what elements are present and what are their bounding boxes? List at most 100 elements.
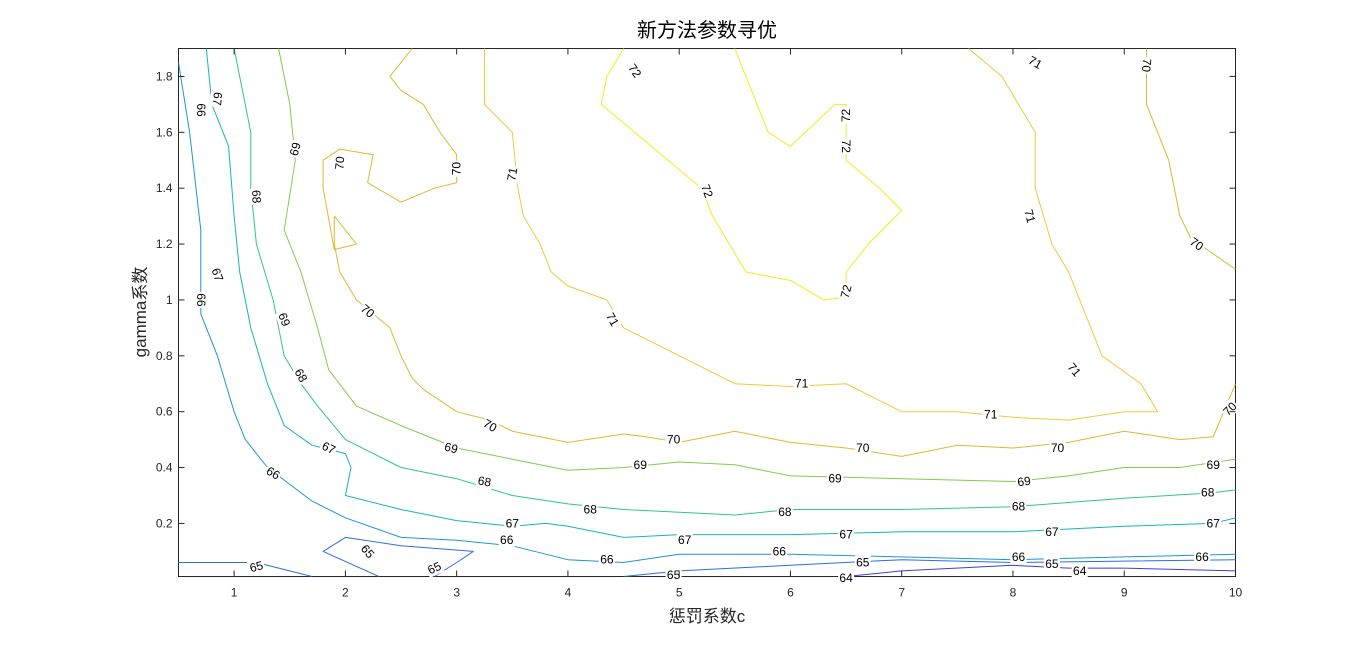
contour-label-group-36: 69 <box>1015 473 1033 490</box>
contour-label-group-16: 67 <box>208 264 227 285</box>
contour-label-bg <box>1205 516 1222 531</box>
contour-label-group-25: 70 <box>1219 398 1241 420</box>
contour-label-group-48: 65 <box>357 540 379 563</box>
contour-label-group-45: 67 <box>838 527 855 542</box>
contour-label-bg <box>274 309 294 330</box>
contour-label-group-41: 68 <box>1199 485 1216 500</box>
contour-label-bg <box>318 438 339 458</box>
contour-label-group-22: 71 <box>1063 359 1085 381</box>
contour-label-group-28: 70 <box>854 441 871 455</box>
contour-label-group-29: 70 <box>1049 441 1066 455</box>
x-tick-label: 10 <box>1229 586 1243 600</box>
x-tick-label: 1 <box>231 586 238 600</box>
contour-label-group-31: 69 <box>441 439 461 457</box>
contour-label: 71 <box>504 166 520 182</box>
contour-label-bg <box>838 570 855 585</box>
contour-label-group-14: 71 <box>1020 206 1039 226</box>
contour-label: 64 <box>1073 564 1087 578</box>
contour-label-bg <box>1063 359 1085 381</box>
contour-label-bg <box>854 441 871 455</box>
contour-label: 72 <box>698 182 716 200</box>
contour-label: 69 <box>287 141 304 158</box>
contour-label-group-7: 72 <box>624 60 646 82</box>
contour-label-bg <box>1010 549 1027 564</box>
contour-label: 66 <box>500 533 514 547</box>
x-tick-label: 6 <box>787 586 794 600</box>
contour-label-bg <box>771 544 788 559</box>
contour-label-bg <box>357 540 379 563</box>
contour-label-bg <box>1043 556 1060 571</box>
contour-label: 66 <box>773 544 787 558</box>
y-tick-label: 1.8 <box>156 69 173 83</box>
contour-label: 65 <box>856 556 870 570</box>
contour-label-bg <box>1020 206 1039 226</box>
contour-label: 69 <box>634 458 648 472</box>
contour-label-group-9: 72 <box>839 107 854 124</box>
x-tick-label: 2 <box>342 586 349 600</box>
contour-label-bg <box>624 60 646 82</box>
contour-label-group-21: 68 <box>290 364 311 386</box>
contour-label: 71 <box>984 408 998 422</box>
contour-label-bg <box>1049 441 1066 455</box>
contour-label-bg <box>632 457 649 472</box>
contour-label-bg <box>424 558 445 578</box>
x-tick-label: 3 <box>453 586 460 600</box>
contour-label-group-56: 65 <box>424 558 445 578</box>
contour-label-group-15: 70 <box>1186 233 1208 255</box>
contour-label-group-40: 68 <box>1010 499 1027 514</box>
contour-label-bg <box>262 463 284 484</box>
contour-label: 66 <box>1012 550 1026 564</box>
contour-label: 70 <box>450 162 464 176</box>
contour-label: 67 <box>1207 516 1221 530</box>
contour-label: 68 <box>778 505 792 519</box>
contour-label-group-46: 67 <box>1043 524 1060 539</box>
contour-label-bg <box>193 102 208 118</box>
contour-label-group-59: 64 <box>1071 563 1088 578</box>
contour-label: 70 <box>1139 58 1154 73</box>
y-tick-label: 0.4 <box>156 461 173 475</box>
contour-label-group-5: 70 <box>449 160 464 177</box>
contour-label-bg <box>1194 549 1211 564</box>
contour-label-group-8: 72 <box>697 181 717 201</box>
contour-label-group-4: 70 <box>332 154 348 172</box>
contour-label-group-20: 71 <box>602 309 623 330</box>
contour-label: 71 <box>1021 208 1038 225</box>
contour-label-group-51: 66 <box>1010 549 1027 564</box>
x-tick-label: 7 <box>898 586 905 600</box>
contour-label-bg <box>676 533 693 548</box>
y-tick-label: 0.2 <box>156 516 173 530</box>
contour-label-group-57: 65 <box>665 568 682 583</box>
contour-label: 72 <box>839 140 853 154</box>
contour-label-group-50: 66 <box>771 544 788 559</box>
contour-label: 72 <box>838 283 855 300</box>
contour-label-bg <box>449 160 464 177</box>
contour-label: 68 <box>1012 500 1026 514</box>
contour-label-bg <box>837 281 855 302</box>
contour-label-group-54: 65 <box>1043 556 1060 571</box>
contour-label: 66 <box>1195 550 1209 564</box>
x-axis-label: 惩罚系数c <box>669 607 746 626</box>
contour-label: 69 <box>275 311 293 329</box>
contour-label-group-6: 71 <box>504 165 521 184</box>
contour-labels: 66 67 68 69 70 70 71 72 72 72 72 72 71 70 71 70 67 66 70 69… <box>193 52 1241 585</box>
contour-label-bg <box>1043 524 1060 539</box>
contour-label-bg <box>504 165 521 184</box>
y-axis-label: gamma系数 <box>131 267 150 358</box>
contour-label: 65 <box>248 558 265 575</box>
contour-label-bg <box>1205 457 1222 472</box>
contour-label-group-43: 66 <box>498 533 515 548</box>
contour-label: 65 <box>425 559 443 577</box>
contour-label: 65 <box>1045 557 1059 571</box>
contour-label-group-11: 72 <box>837 281 855 302</box>
contour-label-group-2: 68 <box>249 188 264 205</box>
contour-label-bg <box>839 107 854 124</box>
contour-label-bg <box>1024 52 1046 73</box>
contour-line-64-0 <box>846 564 1236 577</box>
contour-label-group-0: 66 <box>193 102 208 118</box>
contour-label: 67 <box>1045 525 1059 539</box>
contour-label: 68 <box>249 190 263 204</box>
contour-label: 69 <box>828 472 842 486</box>
contour-label-group-26: 70 <box>479 415 501 436</box>
contour-label: 71 <box>795 377 809 391</box>
